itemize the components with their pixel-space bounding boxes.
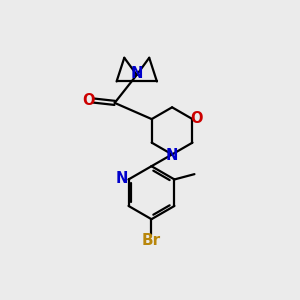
Text: N: N (130, 66, 143, 81)
Text: Br: Br (142, 233, 161, 248)
Text: N: N (116, 171, 128, 186)
Text: N: N (166, 148, 178, 163)
Text: O: O (190, 111, 202, 126)
Text: O: O (82, 93, 94, 108)
